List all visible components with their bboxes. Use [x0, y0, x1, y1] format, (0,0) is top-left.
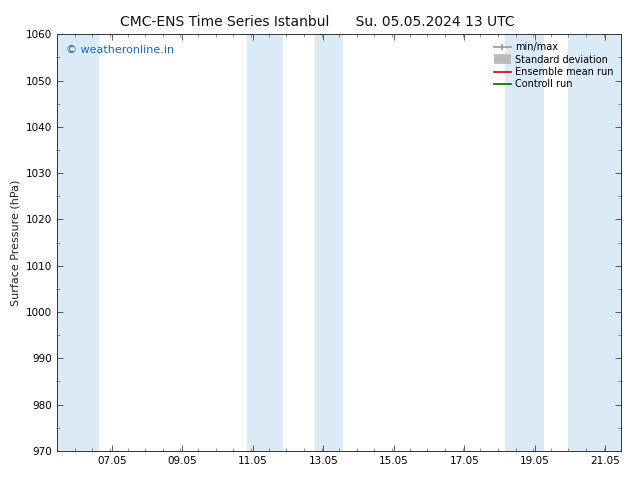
Bar — [247, 34, 283, 451]
Bar — [57, 34, 100, 451]
Bar — [314, 34, 343, 451]
Text: © weatheronline.in: © weatheronline.in — [65, 45, 174, 55]
Y-axis label: Surface Pressure (hPa): Surface Pressure (hPa) — [10, 179, 20, 306]
Bar — [505, 34, 544, 451]
Bar — [569, 34, 621, 451]
Text: CMC-ENS Time Series Istanbul      Su. 05.05.2024 13 UTC: CMC-ENS Time Series Istanbul Su. 05.05.2… — [120, 15, 514, 29]
Legend: min/max, Standard deviation, Ensemble mean run, Controll run: min/max, Standard deviation, Ensemble me… — [491, 39, 616, 92]
